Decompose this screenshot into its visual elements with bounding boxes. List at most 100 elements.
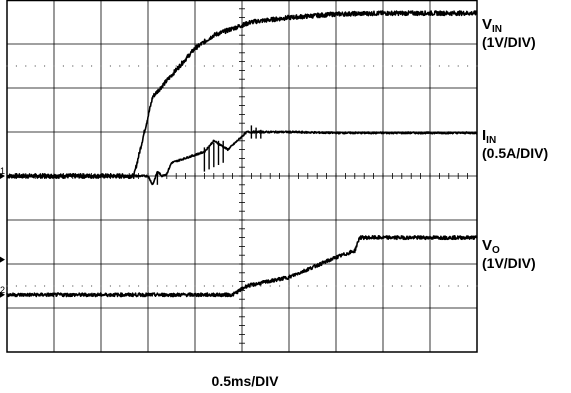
graticule-dot xyxy=(335,285,337,287)
graticule-dot xyxy=(222,285,224,287)
graticule-dot xyxy=(6,285,8,287)
graticule-dot xyxy=(250,65,252,67)
graticule-dot xyxy=(175,65,177,67)
graticule-dot xyxy=(147,285,149,287)
graticule-dot xyxy=(147,65,149,67)
graticule-dot xyxy=(354,65,356,67)
channel-marker-label: 2 xyxy=(0,285,5,295)
graticule-dot xyxy=(185,65,187,67)
series-label-vin: VIN (1V/DIV) xyxy=(482,16,536,50)
graticule-dot xyxy=(467,65,469,67)
graticule-dot xyxy=(194,285,196,287)
graticule-dot xyxy=(420,285,422,287)
graticule-dot xyxy=(420,65,422,67)
graticule-dot xyxy=(241,285,243,287)
graticule-dot xyxy=(448,65,450,67)
channel-markers: 12 xyxy=(0,166,5,298)
graticule-dot xyxy=(62,65,64,67)
graticule-dot xyxy=(119,285,121,287)
graticule-dot xyxy=(100,65,102,67)
graticule-dot xyxy=(326,285,328,287)
graticule-dot xyxy=(185,285,187,287)
graticule-dot xyxy=(448,285,450,287)
graticule-dot xyxy=(316,285,318,287)
series-label-vo: VO (1V/DIV) xyxy=(482,237,536,271)
graticule-dot xyxy=(6,65,8,67)
graticule-dot xyxy=(250,285,252,287)
graticule-dot xyxy=(476,285,478,287)
graticule-dot xyxy=(62,285,64,287)
graticule-dot xyxy=(203,285,205,287)
graticule-dot xyxy=(128,65,130,67)
graticule-dot xyxy=(25,65,27,67)
graticule-dot xyxy=(391,285,393,287)
graticule-dot xyxy=(138,65,140,67)
trace-2 xyxy=(6,235,478,298)
graticule-dot xyxy=(457,65,459,67)
channel-marker-arrow xyxy=(0,291,5,298)
graticule-dot xyxy=(53,65,55,67)
graticule-dot xyxy=(53,285,55,287)
graticule-dot xyxy=(279,65,281,67)
graticule-dot xyxy=(109,285,111,287)
graticule-dot xyxy=(467,285,469,287)
graticule-dot xyxy=(401,65,403,67)
graticule-dot xyxy=(307,65,309,67)
graticule-dot xyxy=(326,65,328,67)
graticule-dot xyxy=(391,65,393,67)
graticule-dot xyxy=(241,65,243,67)
graticule-dot xyxy=(203,65,205,67)
graticule-dot xyxy=(363,65,365,67)
traces xyxy=(6,10,478,298)
graticule-dot xyxy=(269,285,271,287)
graticule-dot xyxy=(91,285,93,287)
graticule-dot xyxy=(232,285,234,287)
graticule-dot xyxy=(260,65,262,67)
graticule-dot xyxy=(260,285,262,287)
graticule-dot xyxy=(44,65,46,67)
timebase-label: 0.5ms/DIV xyxy=(211,373,279,389)
graticule-dot xyxy=(316,65,318,67)
graticule-dot xyxy=(457,285,459,287)
graticule-dot xyxy=(476,65,478,67)
graticule-dot xyxy=(429,65,431,67)
graticule-dot xyxy=(297,285,299,287)
series-label-iin: IIN (0.5A/DIV) xyxy=(482,127,549,161)
graticule-dot xyxy=(156,65,158,67)
graticule-dot xyxy=(34,65,36,67)
graticule-dot xyxy=(100,285,102,287)
graticule-dot xyxy=(438,65,440,67)
graticule-dot xyxy=(138,285,140,287)
graticule-dot xyxy=(194,65,196,67)
graticule-dot xyxy=(373,65,375,67)
graticule-dot xyxy=(354,285,356,287)
graticule-dot xyxy=(34,285,36,287)
graticule-dot xyxy=(175,285,177,287)
graticule-dot xyxy=(222,65,224,67)
graticule-dot xyxy=(438,285,440,287)
graticule-dot xyxy=(279,285,281,287)
graticule-dot xyxy=(363,285,365,287)
graticule-dot xyxy=(44,285,46,287)
graticule-dot xyxy=(81,65,83,67)
graticule-dot xyxy=(119,65,121,67)
channel-marker-label: 1 xyxy=(0,166,5,176)
graticule-dot xyxy=(288,285,290,287)
graticule-dot xyxy=(81,285,83,287)
graticule-dot xyxy=(429,285,431,287)
graticule-dot xyxy=(307,285,309,287)
graticule-dot xyxy=(156,285,158,287)
channel-marker-arrow xyxy=(0,173,5,179)
graticule-dot xyxy=(72,65,74,67)
graticule-dot xyxy=(382,65,384,67)
graticule-dot xyxy=(410,65,412,67)
graticule-dot xyxy=(401,285,403,287)
graticule-dot xyxy=(382,285,384,287)
graticule-dot xyxy=(410,285,412,287)
graticule-dot xyxy=(213,65,215,67)
graticule-dot xyxy=(269,65,271,67)
trace-1 xyxy=(6,130,478,186)
graticule-dot xyxy=(15,65,17,67)
channel-marker-arrow xyxy=(0,256,5,263)
